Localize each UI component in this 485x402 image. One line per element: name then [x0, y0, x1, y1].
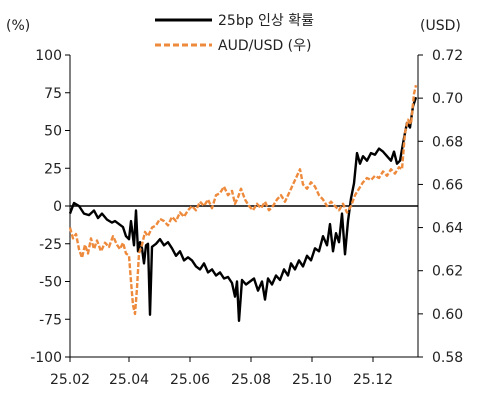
left-tick-label: -50: [39, 275, 62, 291]
left-tick-label: 100: [35, 48, 62, 64]
right-tick-label: 0.64: [432, 221, 463, 237]
x-tick-label: 25.04: [109, 372, 149, 388]
x-axis-ticks: 25.02 25.04 25.06 25.08 25.10 25.12: [50, 357, 393, 388]
right-axis-unit: (USD): [420, 18, 461, 34]
left-axis-ticks: 100 75 50 25 0 -25 -50 -75 -100: [30, 48, 70, 366]
legend-label-prob: 25bp 인상 확률: [218, 13, 314, 29]
left-tick-label: 0: [53, 199, 62, 215]
left-tick-label: 25: [44, 161, 62, 177]
right-axis-ticks: 0.72 0.70 0.68 0.66 0.64 0.62 0.60 0.58: [418, 48, 463, 366]
right-tick-label: 0.58: [432, 350, 463, 366]
left-tick-label: 50: [44, 124, 62, 140]
right-tick-label: 0.62: [432, 264, 463, 280]
legend: 25bp 인상 확률 AUD/USD (우): [155, 13, 314, 54]
left-tick-label: -75: [39, 312, 62, 328]
x-tick-label: 25.10: [292, 372, 332, 388]
x-tick-label: 25.12: [353, 372, 393, 388]
legend-label-aud: AUD/USD (우): [218, 38, 312, 54]
series-layer: [68, 84, 418, 322]
grid-and-axes: [69, 55, 419, 358]
series-line-hike-probability: [68, 96, 418, 322]
right-tick-label: 0.72: [432, 48, 463, 64]
series-line-aud-usd: [68, 84, 418, 316]
x-tick-label: 25.06: [170, 372, 210, 388]
right-tick-label: 0.68: [432, 134, 463, 150]
x-tick-label: 25.02: [50, 372, 90, 388]
left-tick-label: -100: [30, 350, 62, 366]
x-tick-label: 25.08: [231, 372, 271, 388]
right-tick-label: 0.70: [432, 91, 463, 107]
left-tick-label: 75: [44, 86, 62, 102]
right-tick-label: 0.66: [432, 177, 463, 193]
right-tick-label: 0.60: [432, 307, 463, 323]
left-tick-label: -25: [39, 237, 62, 253]
left-axis-unit: (%): [6, 18, 30, 34]
